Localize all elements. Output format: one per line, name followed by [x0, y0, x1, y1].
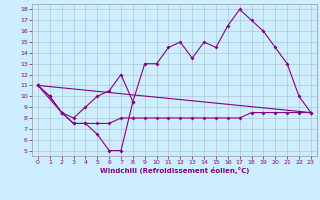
X-axis label: Windchill (Refroidissement éolien,°C): Windchill (Refroidissement éolien,°C) [100, 167, 249, 174]
